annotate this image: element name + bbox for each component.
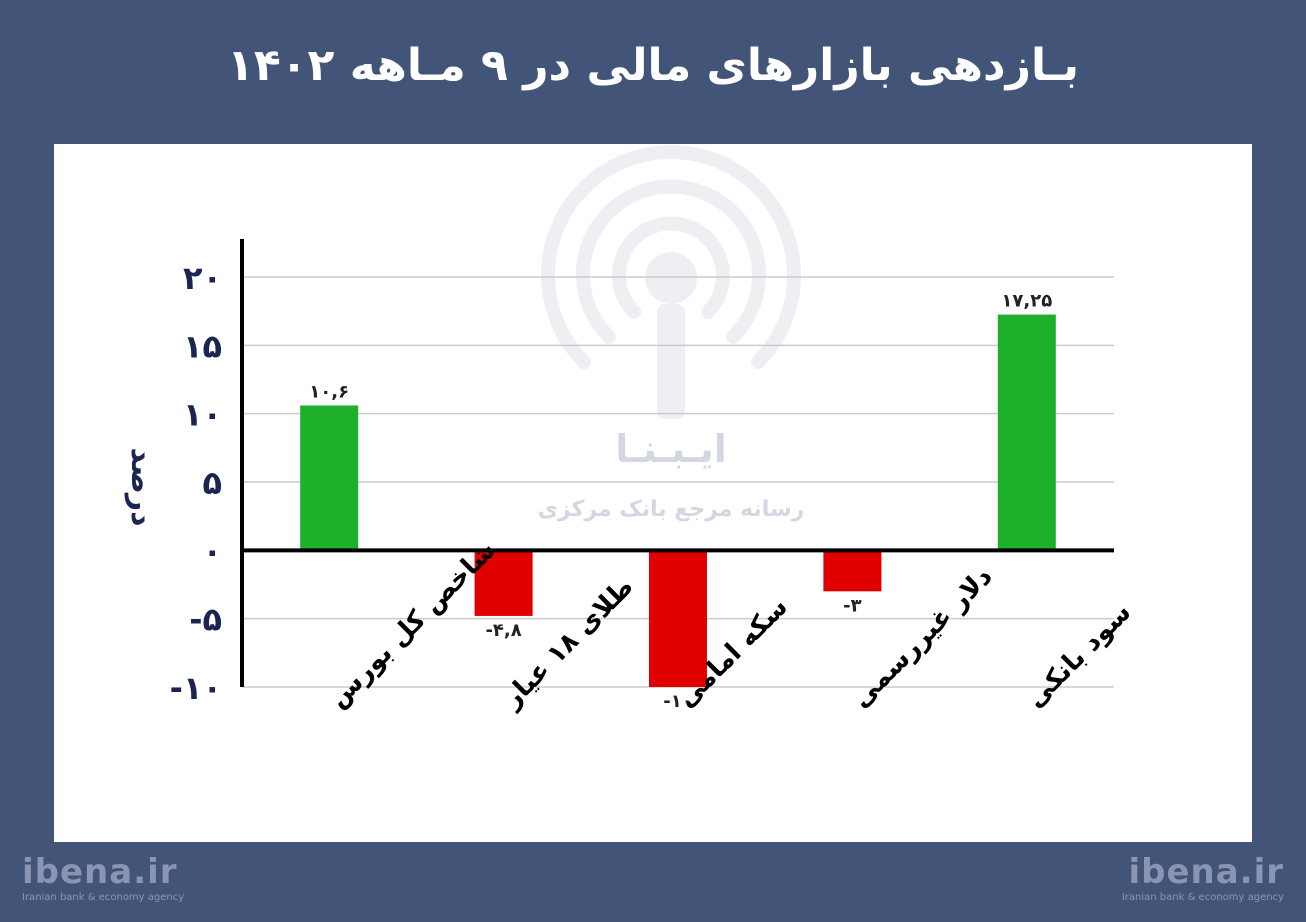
page-title: بـازدهی بازارهای مالی در ۹ مـاهه ۱۴۰۲ xyxy=(226,40,1080,91)
bar xyxy=(823,550,882,592)
data-label: -۱۰ xyxy=(663,691,692,712)
data-label: -۴,۸ xyxy=(485,620,521,641)
footer-brand-left: ibena.ir Iranian bank & economy agency xyxy=(22,852,184,904)
y-tick-label: ۵ xyxy=(202,464,222,502)
watermark-brand: ایـبـنـا xyxy=(615,427,727,471)
footer-tagline-left: Iranian bank & economy agency xyxy=(22,892,185,903)
data-labels: ۱۰,۶ -۴,۸ -۱۰ -۳ ۱۷,۲۵ xyxy=(309,291,1052,712)
broadcast-signal-icon xyxy=(541,145,801,419)
bar-chart: ایـبـنـا رسانه مرجع بانک مرکزی ۱۰,۶ -۴,۸ -… xyxy=(124,145,1137,715)
y-tick-label: ۱۰ xyxy=(183,396,222,434)
data-label: ۱۷,۲۵ xyxy=(1001,291,1052,312)
footer-brand-right: ibena.ir Iranian bank & economy agency xyxy=(1122,852,1284,904)
y-axis-label: درصد xyxy=(124,448,159,527)
data-label: -۳ xyxy=(843,595,861,616)
bar xyxy=(474,550,533,616)
watermark-subtitle: رسانه مرجع بانک مرکزی xyxy=(538,497,805,522)
bar xyxy=(649,550,707,687)
footer-tagline-right: Iranian bank & economy agency xyxy=(1121,892,1284,903)
chart-panel: ایـبـنـا رسانه مرجع بانک مرکزی ۱۰,۶ -۴,۸ -… xyxy=(54,144,1252,842)
y-tick-labels: ۲۰ ۱۵ ۱۰ ۵ ۰ -۵ -۱۰ xyxy=(170,259,222,707)
bar xyxy=(997,314,1056,551)
y-tick-label: ۰ xyxy=(202,532,222,570)
y-tick-label: ۲۰ xyxy=(183,259,222,297)
y-tick-label: -۱۰ xyxy=(170,669,222,707)
footer-brand-name-right: ibena.ir xyxy=(1128,852,1284,892)
y-tick-label: ۱۵ xyxy=(183,327,222,365)
data-label: ۱۰,۶ xyxy=(309,381,349,402)
x-tick-label: سود بانکی xyxy=(1021,597,1138,714)
footer-brand-name-left: ibena.ir xyxy=(22,852,178,892)
bars xyxy=(300,314,1056,687)
y-tick-label: -۵ xyxy=(189,601,222,639)
watermark: ایـبـنـا رسانه مرجع بانک مرکزی xyxy=(538,145,805,522)
bar xyxy=(300,405,359,551)
